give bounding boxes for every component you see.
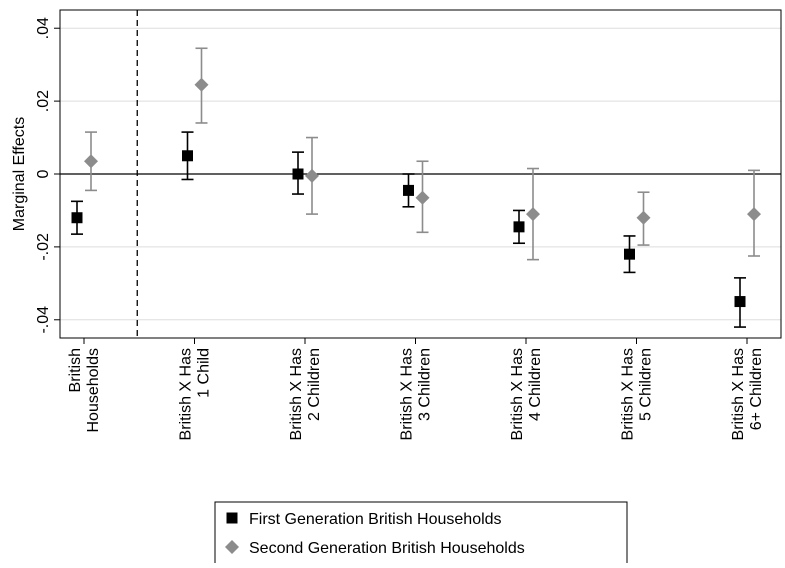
category-label-5: British X Has 5 Children [620,348,655,440]
point-second-gen [636,210,651,225]
y-tick-label-3: .02 [35,90,52,112]
category-label-line: British [67,348,84,392]
legend-label-0: First Generation British Households [249,511,502,528]
category-label-line: 1 Child [196,348,213,398]
category-label-line: 6+ Children [748,348,765,430]
category-label-3: British X Has 3 Children [399,348,434,440]
category-label-line: British X Has [399,348,416,440]
category-label-1: British X Has 1 Child [178,348,213,440]
legend-marker-diamond [225,540,239,554]
category-label-2: British X Has 2 Children [288,348,323,440]
point-second-gen [84,154,98,169]
legend-marker-square [226,512,238,524]
y-tick-label-1: -.02 [35,233,52,261]
point-second-gen [747,207,761,222]
point-first-gen [624,248,635,260]
point-first-gen [513,221,525,233]
category-label-line: 5 Children [638,348,655,421]
y-tick-label-0: -.04 [35,306,52,334]
category-label-line: 3 Children [417,348,434,421]
legend-label-1: Second Generation British Households [249,540,525,557]
y-tick-label-2: 0 [35,169,52,178]
point-first-gen [292,168,304,180]
category-label-line: British X Has [730,348,747,440]
category-label-line: Households [85,348,102,433]
category-label-line: British X Has [509,348,526,440]
category-label-line: 2 Children [306,348,323,421]
point-first-gen [182,150,193,162]
category-label-0: British Households [67,348,102,433]
category-label-line: 4 Children [527,348,544,421]
category-label-line: British X Has [288,348,305,440]
category-label-6: British X Has 6+ Children [730,348,765,440]
category-label-4: British X Has 4 Children [509,348,544,440]
point-first-gen [403,184,414,196]
point-second-gen [305,168,319,183]
point-second-gen [526,207,540,222]
legend-box [214,501,628,565]
point-second-gen [415,190,430,205]
point-second-gen [194,77,209,92]
point-first-gen [734,296,746,308]
y-tick-label-4: .04 [35,17,52,39]
point-first-gen [71,212,83,224]
category-label-line: British X Has [620,348,637,440]
category-label-line: British X Has [178,348,195,440]
y-axis-title: Marginal Effects [11,117,28,231]
